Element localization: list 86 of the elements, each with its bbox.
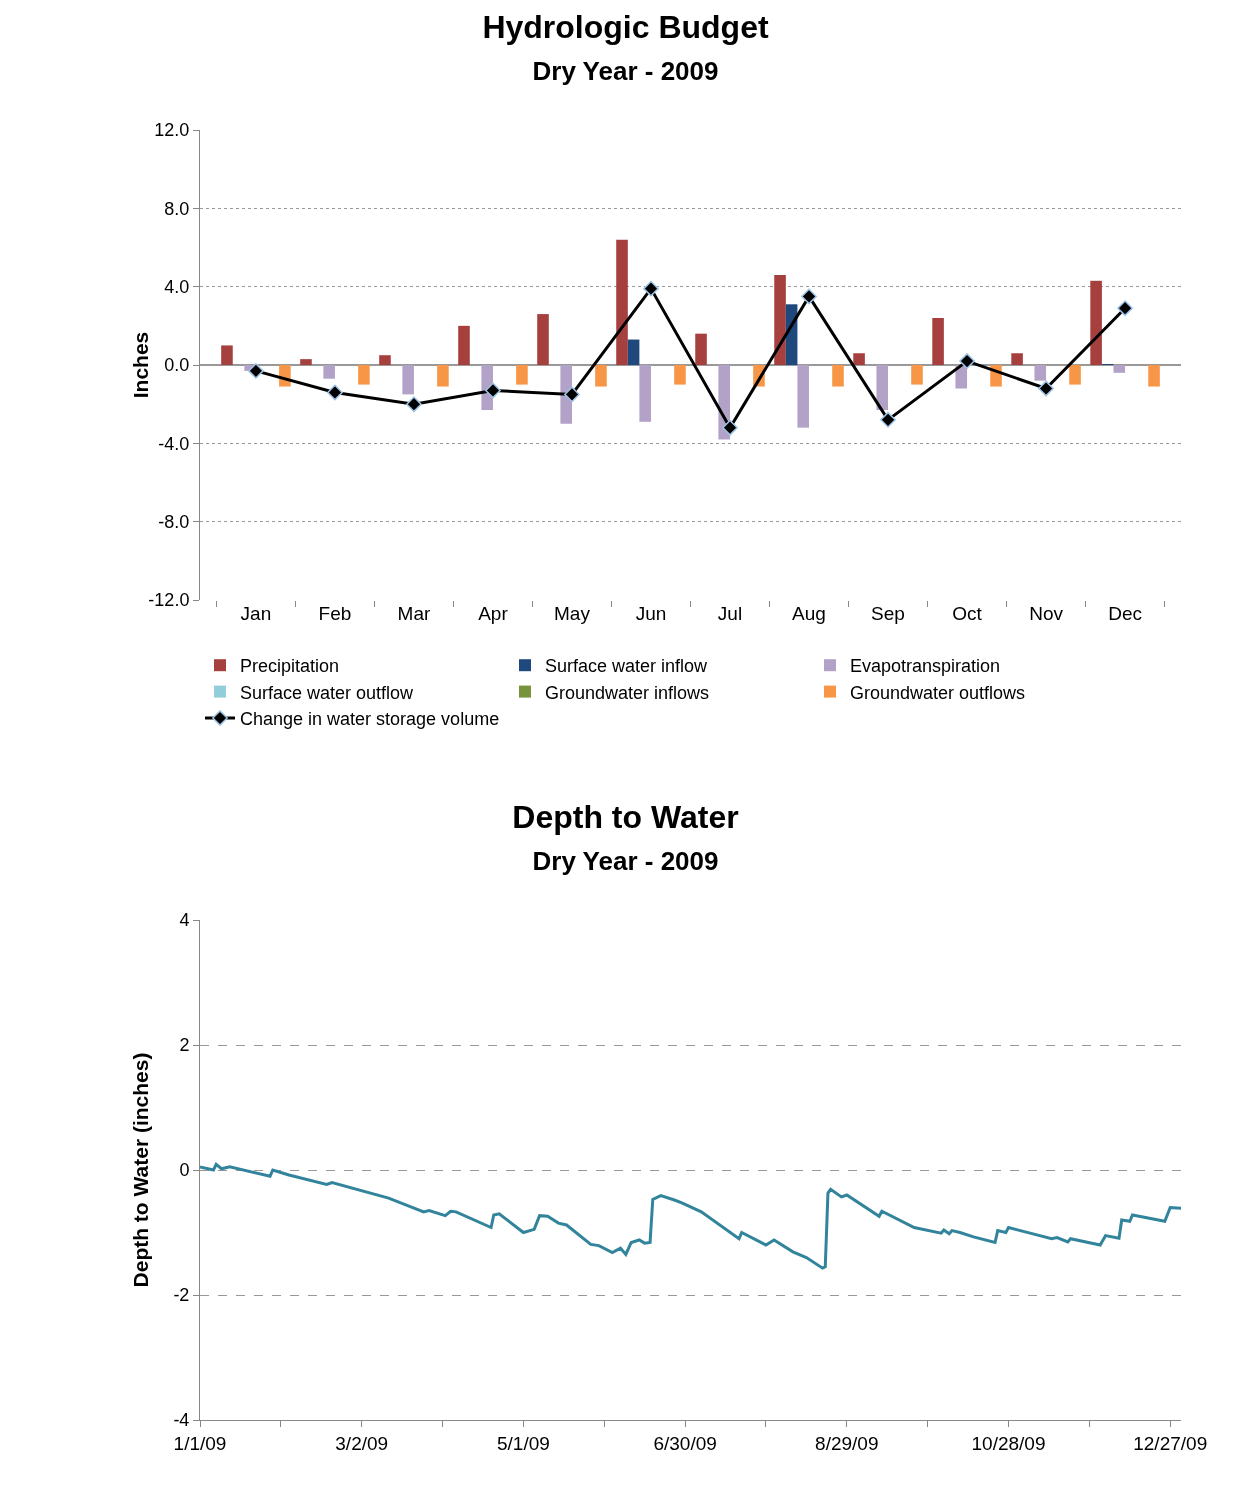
point xyxy=(801,288,817,305)
chart-title: Hydrologic Budget xyxy=(482,9,769,46)
bar xyxy=(437,365,449,387)
bar xyxy=(221,345,233,365)
bar xyxy=(595,365,607,387)
bar xyxy=(358,365,370,385)
bar xyxy=(832,365,844,387)
y-tick-label: -2 xyxy=(173,1285,190,1306)
bar xyxy=(1090,280,1102,365)
bar xyxy=(797,365,810,428)
y-tick-label: -4.0 xyxy=(158,433,190,454)
point xyxy=(1038,380,1054,397)
x-tick-label: 8/29/09 xyxy=(815,1432,879,1454)
legend-label: Surface water inflow xyxy=(545,656,709,677)
bar xyxy=(911,365,923,385)
bar xyxy=(300,359,312,365)
y-tick-label: 2 xyxy=(179,1035,190,1056)
x-tick-label: 10/28/09 xyxy=(971,1432,1046,1454)
legend-label: Groundwater inflows xyxy=(545,682,710,703)
legend-label: Evapotranspiration xyxy=(850,656,1001,677)
x-tick-label: Aug xyxy=(792,603,826,624)
bar xyxy=(516,365,528,385)
bar xyxy=(853,353,865,365)
legend-label: Change in water storage volume xyxy=(240,709,500,730)
bar xyxy=(379,355,391,365)
bar xyxy=(639,365,651,422)
point xyxy=(880,411,896,428)
line-series xyxy=(200,1162,1181,1270)
y-tick-label: -12.0 xyxy=(148,590,190,611)
x-tick-label: Jan xyxy=(240,603,272,624)
point xyxy=(248,362,264,379)
point xyxy=(1117,300,1133,317)
point xyxy=(406,396,422,413)
bar xyxy=(674,365,686,385)
chart-title: Depth to Water xyxy=(512,799,739,836)
x-tick-label: Oct xyxy=(952,603,983,624)
x-tick-label: 6/30/09 xyxy=(653,1432,717,1454)
x-tick-label: Sep xyxy=(871,603,905,624)
legend-label: Surface water outflow xyxy=(240,682,415,703)
x-tick-label: 1/1/09 xyxy=(173,1432,227,1454)
x-tick-label: 5/1/09 xyxy=(497,1432,550,1454)
y-tick-label: 12.0 xyxy=(154,120,190,141)
point xyxy=(959,353,975,369)
bar xyxy=(1011,353,1023,365)
bar xyxy=(627,339,640,365)
bar xyxy=(774,274,786,365)
x-tick-label: Jun xyxy=(635,603,667,624)
point xyxy=(643,280,659,297)
x-tick-label: Dec xyxy=(1108,603,1142,624)
bar xyxy=(876,365,889,411)
bar xyxy=(1069,365,1081,385)
bar xyxy=(402,365,414,395)
x-tick-label: Jul xyxy=(717,603,743,624)
y-tick-label: 0.0 xyxy=(164,355,190,376)
x-tick-label: 12/27/09 xyxy=(1133,1432,1208,1454)
x-tick-label: 3/2/09 xyxy=(335,1432,389,1454)
legend-label: Groundwater outflows xyxy=(850,682,1026,703)
bar xyxy=(616,239,628,365)
y-tick-label: 4 xyxy=(179,910,190,931)
y-axis-title: Depth to Water (inches) xyxy=(129,1052,152,1288)
chart-subtitle: Dry Year - 2009 xyxy=(532,56,719,86)
y-tick-label: 0 xyxy=(179,1160,190,1181)
point xyxy=(722,419,738,436)
bar xyxy=(323,365,335,379)
y-tick-label: 8.0 xyxy=(164,198,190,219)
point xyxy=(564,386,580,403)
x-tick-label: Nov xyxy=(1029,603,1064,624)
bar xyxy=(458,325,470,365)
x-tick-label: Feb xyxy=(318,603,352,624)
x-tick-label: May xyxy=(554,603,591,624)
chart-subtitle: Dry Year - 2009 xyxy=(532,846,719,876)
bar xyxy=(537,314,549,365)
bar xyxy=(1148,365,1160,387)
bar xyxy=(1113,365,1126,373)
point xyxy=(485,382,501,399)
bar xyxy=(932,318,944,365)
bar xyxy=(1034,365,1047,381)
x-tick-label: Apr xyxy=(478,603,509,624)
y-tick-label: -8.0 xyxy=(158,511,190,532)
point xyxy=(327,384,343,401)
y-tick-label: -4 xyxy=(173,1410,190,1431)
y-tick-label: 4.0 xyxy=(164,276,190,297)
x-tick-label: Mar xyxy=(397,603,431,624)
y-axis-title: Inches xyxy=(129,331,152,399)
bar xyxy=(695,333,707,365)
legend-label: Precipitation xyxy=(240,656,340,677)
